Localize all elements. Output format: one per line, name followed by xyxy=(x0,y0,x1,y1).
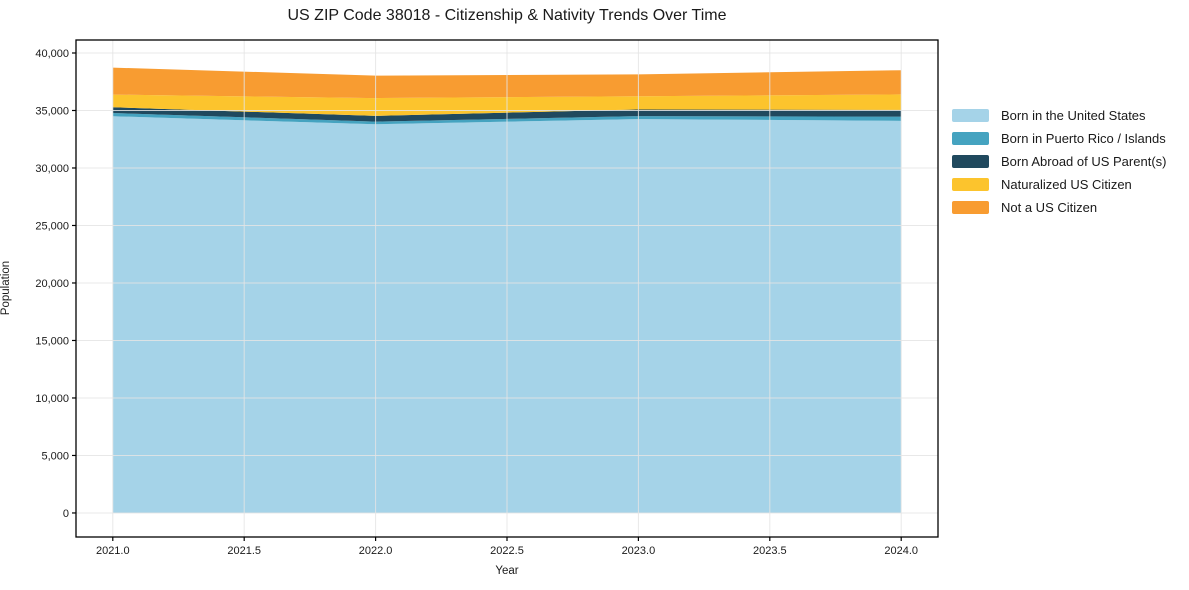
y-tick-label: 30,000 xyxy=(35,163,69,175)
legend-item: Born in Puerto Rico / Islands xyxy=(952,127,1166,150)
y-tick-label: 40,000 xyxy=(35,48,69,60)
y-tick-label: 10,000 xyxy=(35,393,69,405)
legend-swatch xyxy=(952,132,989,145)
legend-swatch xyxy=(952,201,989,214)
y-axis-label: Population xyxy=(0,260,12,316)
y-tick-label: 15,000 xyxy=(35,335,69,347)
legend-swatch xyxy=(952,155,989,168)
legend-item: Naturalized US Citizen xyxy=(952,173,1166,196)
legend-label: Naturalized US Citizen xyxy=(1001,177,1132,192)
chart-title: US ZIP Code 38018 - Citizenship & Nativi… xyxy=(287,7,727,24)
x-tick-label: 2023.0 xyxy=(622,545,656,557)
legend: Born in the United States Born in Puerto … xyxy=(952,104,1166,219)
x-tick-label: 2024.0 xyxy=(884,545,918,557)
legend-label: Born Abroad of US Parent(s) xyxy=(1001,154,1167,169)
y-tick-label: 25,000 xyxy=(35,220,69,232)
x-tick-label: 2023.5 xyxy=(753,545,787,557)
legend-label: Not a US Citizen xyxy=(1001,200,1098,215)
legend-swatch xyxy=(952,178,989,191)
x-tick-label: 2022.0 xyxy=(359,545,393,557)
x-tick-label: 2021.5 xyxy=(227,545,261,557)
legend-label: Born in Puerto Rico / Islands xyxy=(1001,131,1166,146)
x-axis-label: Year xyxy=(495,565,519,577)
y-tick-label: 20,000 xyxy=(35,278,69,290)
y-tick-label: 0 xyxy=(63,508,69,520)
legend-item: Born in the United States xyxy=(952,104,1166,127)
x-tick-label: 2021.0 xyxy=(96,545,130,557)
y-tick-label: 35,000 xyxy=(35,105,69,117)
legend-label: Born in the United States xyxy=(1001,108,1146,123)
x-tick-label: 2022.5 xyxy=(490,545,524,557)
legend-item: Not a US Citizen xyxy=(952,196,1166,219)
legend-swatch xyxy=(952,109,989,122)
area-series-born-in-puerto-rico-islands xyxy=(112,113,902,125)
legend-item: Born Abroad of US Parent(s) xyxy=(952,150,1166,173)
y-tick-label: 5,000 xyxy=(41,450,69,462)
